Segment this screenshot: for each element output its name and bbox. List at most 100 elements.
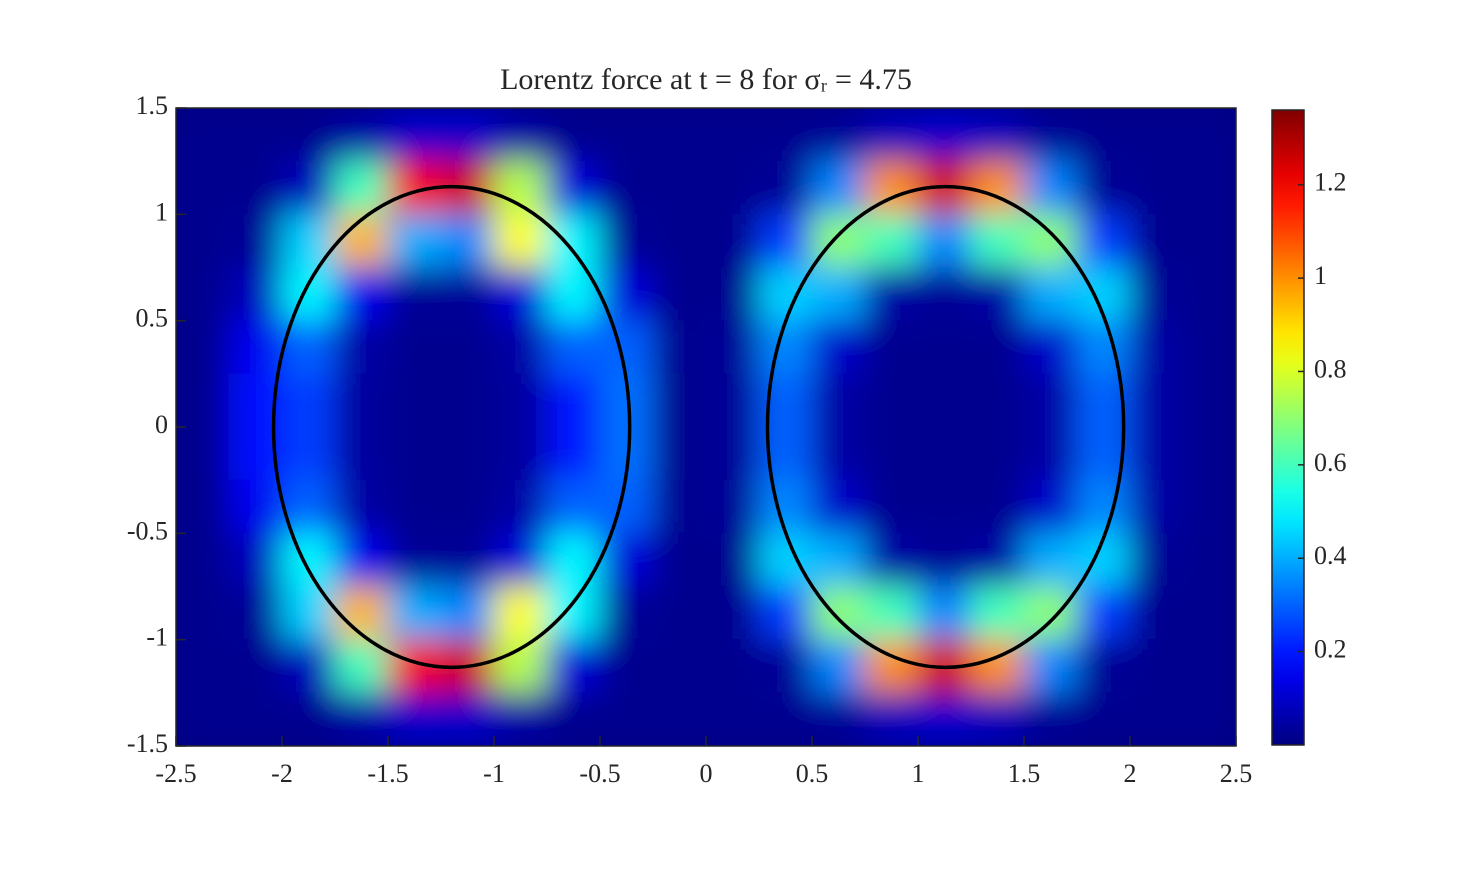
heat-cell <box>705 426 760 481</box>
heat-cell <box>281 160 336 215</box>
heat-cell <box>705 532 760 587</box>
heat-cell <box>493 426 548 481</box>
heat-cell <box>1182 532 1236 587</box>
heat-cell <box>917 692 972 746</box>
heat-cell <box>281 692 336 746</box>
heat-cell <box>811 532 866 587</box>
heat-cell <box>1182 639 1236 694</box>
heat-cell <box>387 692 442 746</box>
heat-cell <box>599 639 654 694</box>
colorbar-tick-label: 1.2 <box>1314 168 1347 197</box>
heat-cell <box>1023 267 1078 322</box>
heat-cell <box>440 692 495 746</box>
heat-cell <box>546 426 601 481</box>
heat-cell <box>281 267 336 322</box>
heat-cell <box>546 267 601 322</box>
heat-cell <box>705 692 760 746</box>
x-tick-label: 2 <box>1124 759 1137 788</box>
heat-cell <box>705 639 760 694</box>
colorbar-tick-label: 0.2 <box>1314 635 1347 664</box>
heat-cell <box>1023 532 1078 587</box>
heat-cell <box>599 586 654 641</box>
heat-cell <box>864 320 919 375</box>
heat-cell <box>1129 639 1184 694</box>
heat-cell <box>228 479 283 534</box>
heat-cell <box>811 692 866 746</box>
heat-cell <box>1182 373 1236 428</box>
heat-cell <box>970 267 1025 322</box>
heat-cell <box>705 586 760 641</box>
heat-cell <box>228 692 283 746</box>
heat-cell <box>811 479 866 534</box>
interface-contour <box>765 184 1126 670</box>
heat-cell <box>1129 426 1184 481</box>
heat-cell <box>281 108 336 162</box>
heat-cell <box>228 586 283 641</box>
heat-cell <box>440 320 495 375</box>
heat-cell <box>652 267 707 322</box>
heat-cell <box>546 692 601 746</box>
heat-cell <box>970 532 1025 587</box>
heat-cell <box>705 213 760 268</box>
heatmap-cells <box>176 108 1236 746</box>
heat-cell <box>864 373 919 428</box>
heat-cell <box>811 426 866 481</box>
heat-cell <box>440 213 495 268</box>
heat-cell <box>811 320 866 375</box>
heat-cell <box>176 532 230 587</box>
heat-cell <box>970 479 1025 534</box>
heat-cell <box>281 426 336 481</box>
heat-cell <box>440 373 495 428</box>
heat-cell <box>705 160 760 215</box>
heat-cell <box>811 213 866 268</box>
heat-cell <box>546 320 601 375</box>
heat-cell <box>599 692 654 746</box>
heat-cell <box>917 213 972 268</box>
heat-cell <box>758 213 813 268</box>
x-tick-label: -2.5 <box>155 759 196 788</box>
heat-cell <box>1182 586 1236 641</box>
y-tick-label: -0.5 <box>127 516 168 545</box>
heat-cell <box>334 213 389 268</box>
heat-cell <box>1023 160 1078 215</box>
heat-cell <box>811 267 866 322</box>
heat-cell <box>970 692 1025 746</box>
colorbar-tick-label: 0.6 <box>1314 448 1347 477</box>
heat-cell <box>493 108 548 162</box>
heat-cell <box>334 373 389 428</box>
heat-cell <box>334 426 389 481</box>
heat-cell <box>917 479 972 534</box>
y-tick-label: 1.5 <box>136 91 169 120</box>
heat-cell <box>334 267 389 322</box>
heat-cell <box>176 373 230 428</box>
heat-cell <box>228 108 283 162</box>
heat-cell <box>864 532 919 587</box>
heat-cell <box>440 532 495 587</box>
heat-cell <box>705 108 760 162</box>
y-tick-label: -1.5 <box>127 729 168 758</box>
x-tick-label: 0.5 <box>796 759 829 788</box>
colorbar-tick-label: 1 <box>1314 261 1327 290</box>
heat-cell <box>758 320 813 375</box>
heat-cell <box>546 639 601 694</box>
x-tick-label: -0.5 <box>579 759 620 788</box>
heat-cell <box>1076 213 1131 268</box>
heat-cell <box>970 426 1025 481</box>
heat-cell <box>176 639 230 694</box>
heat-cell <box>917 267 972 322</box>
heat-cell <box>864 213 919 268</box>
heat-cell <box>1129 267 1184 322</box>
heat-cell <box>652 160 707 215</box>
heat-cell <box>599 160 654 215</box>
heat-cell <box>599 479 654 534</box>
heat-cell <box>970 586 1025 641</box>
heat-cell <box>652 532 707 587</box>
heat-cell <box>1129 213 1184 268</box>
heat-cell <box>758 267 813 322</box>
heat-cell <box>652 586 707 641</box>
heat-cell <box>1076 160 1131 215</box>
x-tick-label: -1 <box>483 759 505 788</box>
heat-cell <box>1076 586 1131 641</box>
contours <box>271 184 1126 670</box>
